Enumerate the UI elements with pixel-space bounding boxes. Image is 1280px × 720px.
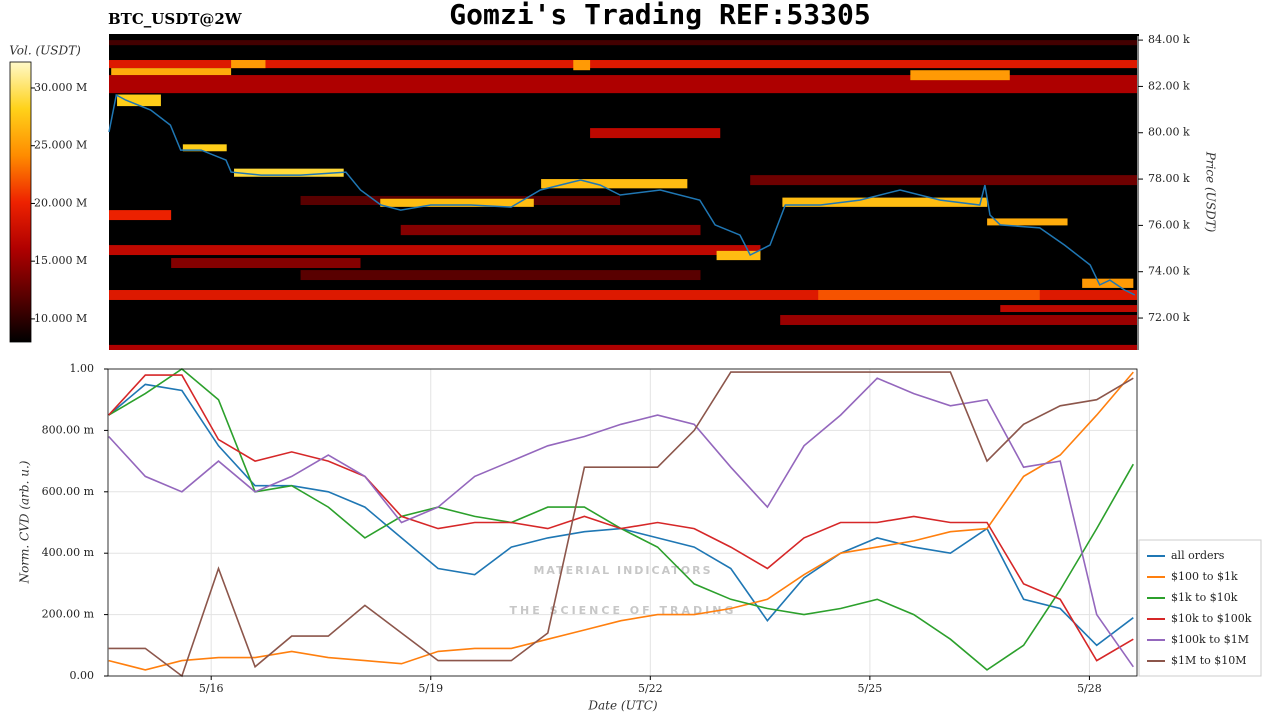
y-tick-label: 200.00 m (42, 608, 95, 621)
x-tick-label: 5/22 (638, 682, 663, 695)
x-tick-label: 5/28 (1077, 682, 1102, 695)
heatmap-cell (300, 270, 701, 281)
y-tick-label: 78.00 k (1148, 172, 1190, 185)
legend-label: $1k to $10k (1171, 591, 1238, 604)
x-axis-label: Date (UTC) (587, 699, 657, 713)
y-tick-label: 1.00 (70, 362, 95, 375)
legend-label: all orders (1171, 549, 1225, 562)
x-tick-label: 5/19 (418, 682, 443, 695)
heatmap-cell (910, 70, 1010, 81)
heatmap-cell (109, 60, 1137, 69)
y-tick-label: 800.00 m (42, 423, 95, 436)
colorbar-tick-label: 20.000 M (34, 196, 87, 209)
colorbar-tick-label: 15.000 M (34, 254, 87, 267)
watermark-subtitle: THE SCIENCE OF TRADING (510, 604, 737, 617)
heatmap-cell (111, 68, 232, 76)
series-line (108, 368, 1134, 671)
heatmap-cell (171, 258, 361, 269)
heatmap-cell (987, 218, 1068, 226)
heatmap-cell (234, 168, 344, 177)
heatmap-cell (782, 197, 988, 207)
colorbar-label: Vol. (USDT) (9, 44, 81, 58)
legend-label: $100k to $1M (1171, 633, 1249, 646)
price-axis-label: Price (USDT) (1204, 151, 1218, 233)
heatmap-cell (380, 198, 534, 207)
y-tick-label: 82.00 k (1148, 79, 1190, 92)
heatmap-cell (400, 224, 701, 236)
plot-frame (107, 368, 1138, 677)
colorbar-tick-label: 10.000 M (34, 312, 87, 325)
series-line (108, 371, 1134, 671)
heatmap-cell (109, 290, 1137, 300)
y-axis-label: Norm. CVD (arb. u.) (18, 460, 32, 584)
series-line (108, 371, 1134, 678)
x-tick-label: 5/16 (199, 682, 224, 695)
y-tick-label: 74.00 k (1148, 265, 1190, 278)
heatmap-cell (182, 144, 227, 152)
heatmap-cell (541, 179, 688, 189)
heatmap-cell (117, 94, 161, 107)
legend-label: $10k to $100k (1171, 612, 1252, 625)
y-tick-label: 80.00 k (1148, 126, 1190, 139)
watermark-title: MATERIAL INDICATORS (533, 564, 712, 577)
y-tick-label: 84.00 k (1148, 33, 1190, 46)
heatmap-cell (231, 60, 266, 69)
y-tick-label: 72.00 k (1148, 311, 1190, 324)
heatmap-cell (590, 128, 721, 139)
colorbar-tick-label: 30.000 M (34, 81, 87, 94)
heatmap-cell (750, 175, 1137, 186)
heatmap-cell (109, 245, 761, 256)
heatmap-cell (1082, 278, 1134, 288)
legend-label: $1M to $10M (1171, 654, 1247, 667)
chart-subtitle: BTC_USDT@2W (108, 10, 243, 28)
heatmap-cell (109, 75, 1137, 94)
legend (1138, 539, 1262, 677)
price-line (108, 93, 1136, 296)
heatmap-cell (780, 315, 1137, 325)
colorbar-tick-label: 25.000 M (34, 139, 87, 152)
y-tick-label: 0.00 (70, 669, 95, 682)
heatmap-cell (1000, 305, 1137, 313)
heatmap-cell (109, 210, 172, 221)
legend-label: $100 to $1k (1171, 570, 1238, 583)
heatmap-cell (109, 40, 1137, 46)
series-line (108, 374, 1134, 662)
y-tick-label: 76.00 k (1148, 218, 1190, 231)
y-tick-label: 600.00 m (42, 485, 95, 498)
colorbar (9, 61, 32, 343)
heatmap-cell (573, 60, 591, 71)
heatmap-cell (716, 250, 761, 261)
y-tick-label: 400.00 m (42, 546, 95, 559)
chart-title: Gomzi's Trading REF:53305 (449, 0, 870, 31)
heatmap-cell (818, 290, 1040, 300)
heatmap-cell (109, 344, 1137, 350)
x-tick-label: 5/25 (858, 682, 883, 695)
